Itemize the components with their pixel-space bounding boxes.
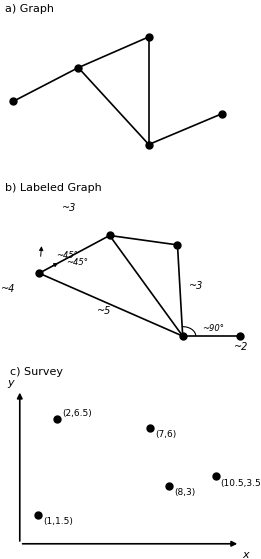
Text: y: y (7, 378, 14, 388)
Text: (10.5,3.5): (10.5,3.5) (221, 479, 261, 487)
Text: (1,1.5): (1,1.5) (43, 517, 73, 526)
Text: ~45°: ~45° (56, 252, 78, 260)
Text: (7,6): (7,6) (155, 430, 176, 439)
Text: (2,6.5): (2,6.5) (62, 409, 92, 418)
Text: ~2: ~2 (234, 342, 248, 352)
Text: b) Labeled Graph: b) Labeled Graph (5, 183, 102, 193)
Text: ~5: ~5 (97, 306, 112, 316)
Text: x: x (242, 549, 249, 559)
Text: ~4: ~4 (1, 284, 15, 294)
Text: c) Survey: c) Survey (10, 367, 63, 377)
Text: ~3: ~3 (62, 203, 76, 214)
Text: ~3: ~3 (189, 281, 204, 291)
Text: a) Graph: a) Graph (5, 4, 54, 13)
Text: ~45°: ~45° (67, 258, 88, 267)
Text: ~90°: ~90° (202, 324, 224, 333)
Text: (8,3): (8,3) (174, 488, 195, 498)
